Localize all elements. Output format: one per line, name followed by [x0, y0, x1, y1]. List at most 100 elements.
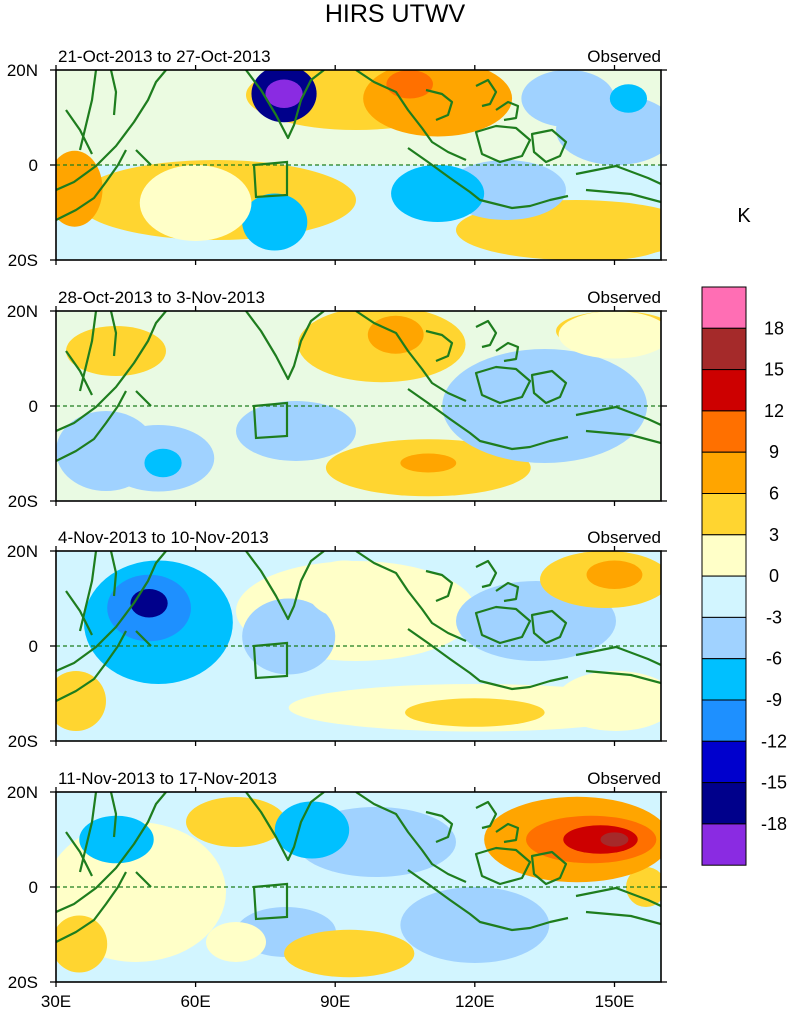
map-panel-3: 4-Nov-2013 to 10-Nov-2013 Observed 20N 0…: [7, 528, 667, 751]
anomaly-blob: [400, 453, 457, 473]
colorbar-bin: [701, 658, 747, 701]
anomaly-blob: [442, 349, 648, 463]
colorbar-bin: [701, 327, 747, 371]
x-tick-label: 30E: [41, 992, 71, 1011]
x-axis: 30E 60E 90E 120E 150E: [41, 992, 634, 1011]
anomaly-blob: [386, 70, 433, 99]
colorbar-tick-label: -3: [766, 607, 782, 627]
colorbar-tick-label: -9: [766, 690, 782, 710]
colorbar-tick-label: 3: [769, 525, 779, 545]
anomaly-blob: [530, 203, 661, 260]
anomaly-blob: [144, 448, 182, 478]
panel-ticks: [50, 787, 667, 987]
figure-title: HIRS UTWV: [325, 0, 466, 28]
colorbar-tick-label: 18: [764, 318, 784, 338]
anomaly-blob: [56, 150, 103, 227]
y-tick-label: 0: [29, 156, 38, 175]
colorbar-bin: [701, 451, 747, 495]
y-tick-label: 20N: [7, 783, 38, 802]
anomaly-blob: [367, 315, 424, 354]
colorbar-bin: [701, 534, 747, 577]
x-tick-label: 120E: [455, 992, 495, 1011]
anomaly-blob: [586, 560, 643, 589]
y-tick-label: 0: [29, 397, 38, 416]
colorbar-bin: [701, 410, 747, 453]
panel-label: Observed: [587, 769, 661, 788]
colorbar-tick-label: 15: [764, 360, 784, 380]
colorbar-tick-label: 6: [769, 484, 779, 504]
colorbar-bin: [701, 616, 747, 660]
x-tick-label: 60E: [180, 992, 210, 1011]
panel-date-range: 28-Oct-2013 to 3-Nov-2013: [58, 288, 265, 307]
y-tick-label: 20N: [7, 61, 38, 80]
x-tick-label: 150E: [595, 992, 635, 1011]
colorbar-bin: [701, 493, 747, 536]
coastlines: [56, 70, 661, 221]
domain-box: [252, 641, 289, 680]
colorbar-tick-label: 12: [764, 401, 784, 421]
y-tick-label: 0: [29, 878, 38, 897]
colorbar-tick-label: -12: [761, 731, 787, 751]
domain-box: [252, 882, 289, 921]
colorbar-bin: [701, 575, 747, 618]
y-tick-label: 20N: [7, 542, 38, 561]
anomaly-blob: [307, 560, 382, 618]
unit-label: K: [737, 205, 751, 227]
colorbar-tick-label: -6: [766, 649, 782, 669]
anomaly-blob: [139, 165, 252, 241]
anomaly-blob: [242, 193, 308, 251]
anomaly-blob: [600, 832, 629, 847]
y-tick-label: 20S: [8, 732, 38, 751]
anomaly-blob: [130, 589, 168, 618]
panel-ticks: [50, 546, 667, 746]
colorbar-tick-label: 0: [769, 566, 779, 586]
colorbar-tick-label: -18: [761, 814, 787, 834]
domain-box: [252, 401, 289, 440]
domain-box: [252, 160, 289, 199]
y-tick-label: 0: [29, 637, 38, 656]
panel-ticks: [50, 306, 667, 506]
map-panel-4: 11-Nov-2013 to 17-Nov-2013 Observed 20N …: [7, 769, 667, 992]
colorbar-bin: [701, 782, 747, 825]
colorbar-bin: [701, 740, 747, 784]
anomaly-blob: [400, 887, 550, 963]
anomaly-blob: [609, 84, 648, 113]
colorbar-bin: [701, 823, 747, 866]
anomaly-blob: [363, 70, 513, 137]
panel-ticks: [50, 65, 667, 265]
anomaly-blob: [79, 815, 154, 864]
panel-label: Observed: [587, 528, 661, 547]
colorbar-bin: [701, 369, 747, 412]
field-anomaly-blobs: [56, 70, 661, 260]
coastlines: [56, 311, 661, 462]
anomaly-blob: [265, 79, 303, 108]
colorbar-tick-label: -15: [761, 773, 787, 793]
anomaly-blob: [563, 825, 638, 854]
panel-date-range: 4-Nov-2013 to 10-Nov-2013: [58, 528, 269, 547]
anomaly-blob: [558, 311, 661, 359]
colorbar-bin: [701, 286, 747, 329]
y-tick-label: 20N: [7, 302, 38, 321]
x-tick-label: 90E: [320, 992, 350, 1011]
map-panel-2: 28-Oct-2013 to 3-Nov-2013 Observed 20N 0…: [7, 288, 667, 511]
field-anomaly-blobs: [102, 311, 661, 497]
colorbar-bin: [701, 699, 747, 742]
panel-label: Observed: [587, 288, 661, 307]
field-anomaly-blobs: [56, 796, 661, 978]
anomaly-blob: [284, 929, 415, 978]
anomaly-blob: [274, 801, 350, 859]
panel-date-range: 11-Nov-2013 to 17-Nov-2013: [58, 769, 277, 788]
coastlines: [56, 551, 661, 702]
colorbar-tick-label: 9: [769, 442, 779, 462]
panel-date-range: 21-Oct-2013 to 27-Oct-2013: [58, 47, 271, 66]
map-panel-1: 21-Oct-2013 to 27-Oct-2013 Observed 20N …: [7, 47, 667, 270]
anomaly-blob: [56, 915, 108, 973]
anomaly-blob: [405, 698, 545, 727]
panel-label: Observed: [587, 47, 661, 66]
anomaly-blob: [391, 165, 485, 222]
colorbar: 18 15 12 9 6 3 0 -3 -6 -9 -12 -15 -18: [701, 286, 787, 866]
anomaly-blob: [242, 598, 336, 675]
coastlines: [56, 792, 661, 943]
anomaly-blob: [521, 70, 615, 127]
y-tick-label: 20S: [8, 251, 38, 270]
